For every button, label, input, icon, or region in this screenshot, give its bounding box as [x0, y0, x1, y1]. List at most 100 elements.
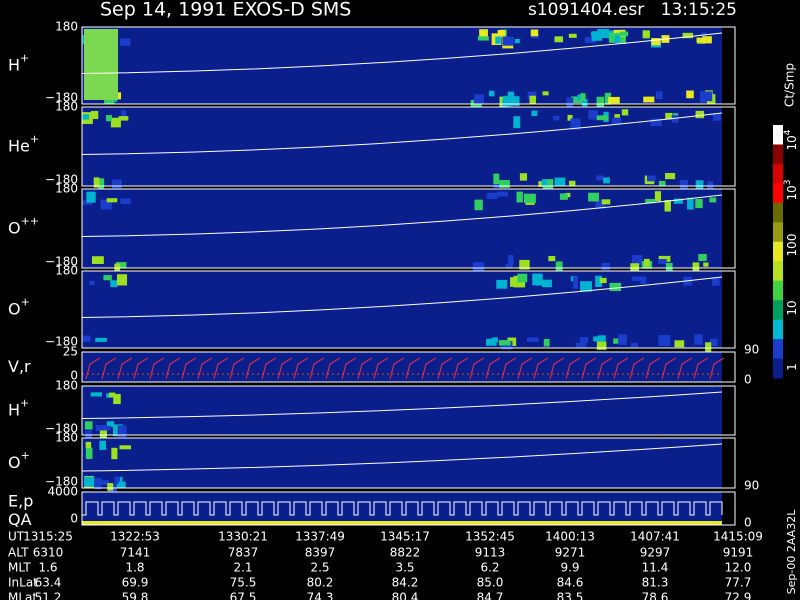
panel-label-text: O — [8, 453, 21, 472]
panel-label: H+ — [8, 52, 29, 75]
spectrogram-cell — [673, 198, 683, 204]
spectrogram-cell — [674, 340, 685, 348]
axis-label-bottom: −180 — [45, 91, 78, 105]
spectrogram-cell — [646, 175, 656, 182]
trace-line — [229, 357, 245, 380]
spectrogram-cell — [571, 96, 583, 104]
spectrogram-cell — [580, 281, 593, 292]
spectrogram-cell — [665, 262, 673, 271]
panel-label: H+ — [8, 397, 29, 420]
colorbar-label: 103 — [783, 179, 799, 200]
trace-line — [117, 357, 133, 380]
ephemeris-value: 9297 — [640, 546, 671, 560]
spectrogram-cell — [702, 36, 712, 44]
start-time: 13:15:25 — [661, 0, 737, 20]
spectrogram-cell — [117, 425, 127, 438]
ephemeris-value: 78.6 — [642, 591, 669, 600]
spectrogram-cell — [553, 115, 560, 121]
spectrogram-cell — [601, 199, 611, 205]
panel-label-sup: + — [20, 397, 29, 410]
right-axis-label: 90 — [744, 343, 759, 357]
spectrogram-cell — [474, 199, 483, 211]
ephemeris-value: 59.8 — [122, 591, 149, 600]
spectrogram-cell — [530, 29, 539, 37]
trace-line — [277, 357, 293, 380]
panel-background — [82, 107, 722, 186]
ephemeris-value: 83.5 — [557, 591, 584, 600]
colorbar-cell — [773, 241, 783, 262]
spectrogram-cell — [118, 481, 126, 489]
spectrogram-cell — [111, 447, 118, 460]
spectrogram-cell — [118, 116, 129, 121]
spectrogram-cell — [568, 33, 577, 38]
spectrogram-cell — [508, 255, 514, 266]
panel-label-sup: + — [21, 449, 30, 462]
ephemeris-value: 72.9 — [725, 591, 752, 600]
colorbar-cell — [773, 163, 783, 184]
spectrogram-cell — [505, 263, 513, 269]
spectrogram-cell — [496, 279, 508, 289]
spectrogram-cell — [603, 177, 610, 184]
ephemeris-value: 1337:49 — [295, 530, 345, 544]
axis-label-bottom: −180 — [45, 173, 78, 187]
spectrogram-cell — [106, 115, 112, 122]
spectrogram-cell — [527, 91, 537, 100]
ephemeris-value: 84.6 — [557, 576, 584, 590]
axis-label-top: 180 — [55, 379, 78, 393]
panel-frame — [81, 26, 736, 105]
panel-label-sup: + — [21, 296, 30, 309]
ephemeris-value: 1315:25 — [23, 530, 73, 544]
trace-line — [517, 357, 533, 380]
spectrogram-cell — [119, 38, 131, 46]
spectrogram-cell — [519, 173, 528, 181]
spectrogram-cell — [479, 29, 488, 40]
trace-line — [81, 443, 723, 472]
spectrogram-cell — [599, 277, 607, 284]
spectrogram-cell — [472, 262, 485, 273]
panel-label-text: O — [8, 299, 21, 318]
ephemeris-value: 9271 — [555, 546, 586, 560]
panel-label-sup: + — [30, 133, 39, 146]
panel-frame — [81, 270, 736, 349]
spectrogram-cell — [608, 96, 620, 104]
spectrogram-cell — [665, 112, 673, 120]
spectrogram-cell — [497, 30, 506, 37]
panel-label-text: V,r — [8, 357, 31, 376]
trace-line — [597, 357, 613, 380]
spectrogram-cell — [555, 261, 563, 272]
spectrogram-cell — [119, 445, 132, 450]
colorbar-label: 104 — [783, 129, 799, 150]
spectrogram-cell — [499, 180, 510, 188]
panel-label-text: H — [8, 400, 20, 419]
spectrogram-cell — [90, 110, 99, 120]
spectrogram-cell — [110, 117, 121, 128]
colorbar-label-text: 10 — [785, 300, 799, 315]
colorbar-cell — [773, 144, 783, 165]
spectrogram-cell — [474, 94, 485, 105]
spectrogram-cell — [572, 276, 579, 289]
ephemeris-value: 3.5 — [395, 561, 414, 575]
spectrogram-cell — [103, 275, 112, 281]
trace-line — [133, 357, 149, 380]
spectrogram-cell — [588, 192, 599, 202]
trace-line — [81, 391, 723, 419]
ephemeris-value: 81.3 — [642, 576, 669, 590]
panel-label: V,r — [8, 357, 31, 376]
spectrogram-cell — [535, 274, 543, 286]
spectrogram-cell — [631, 276, 642, 282]
panel-frame — [81, 188, 736, 269]
colorbar-cell — [773, 280, 783, 301]
colorbar-label: 100 — [785, 234, 799, 257]
spectrogram-cell — [651, 38, 661, 46]
ephemeris-value: 9113 — [475, 546, 506, 560]
spectrogram-cell — [703, 262, 709, 267]
trace-line — [437, 357, 453, 380]
spectrogram-cell — [658, 258, 667, 265]
ephemeris-value: 9.9 — [560, 561, 579, 575]
spectrogram-cell — [695, 180, 704, 191]
spectrogram-cell — [519, 259, 530, 270]
spectrogram-cell — [618, 334, 627, 345]
spectrogram-cell — [112, 179, 122, 189]
spectrogram-cell — [654, 191, 662, 202]
